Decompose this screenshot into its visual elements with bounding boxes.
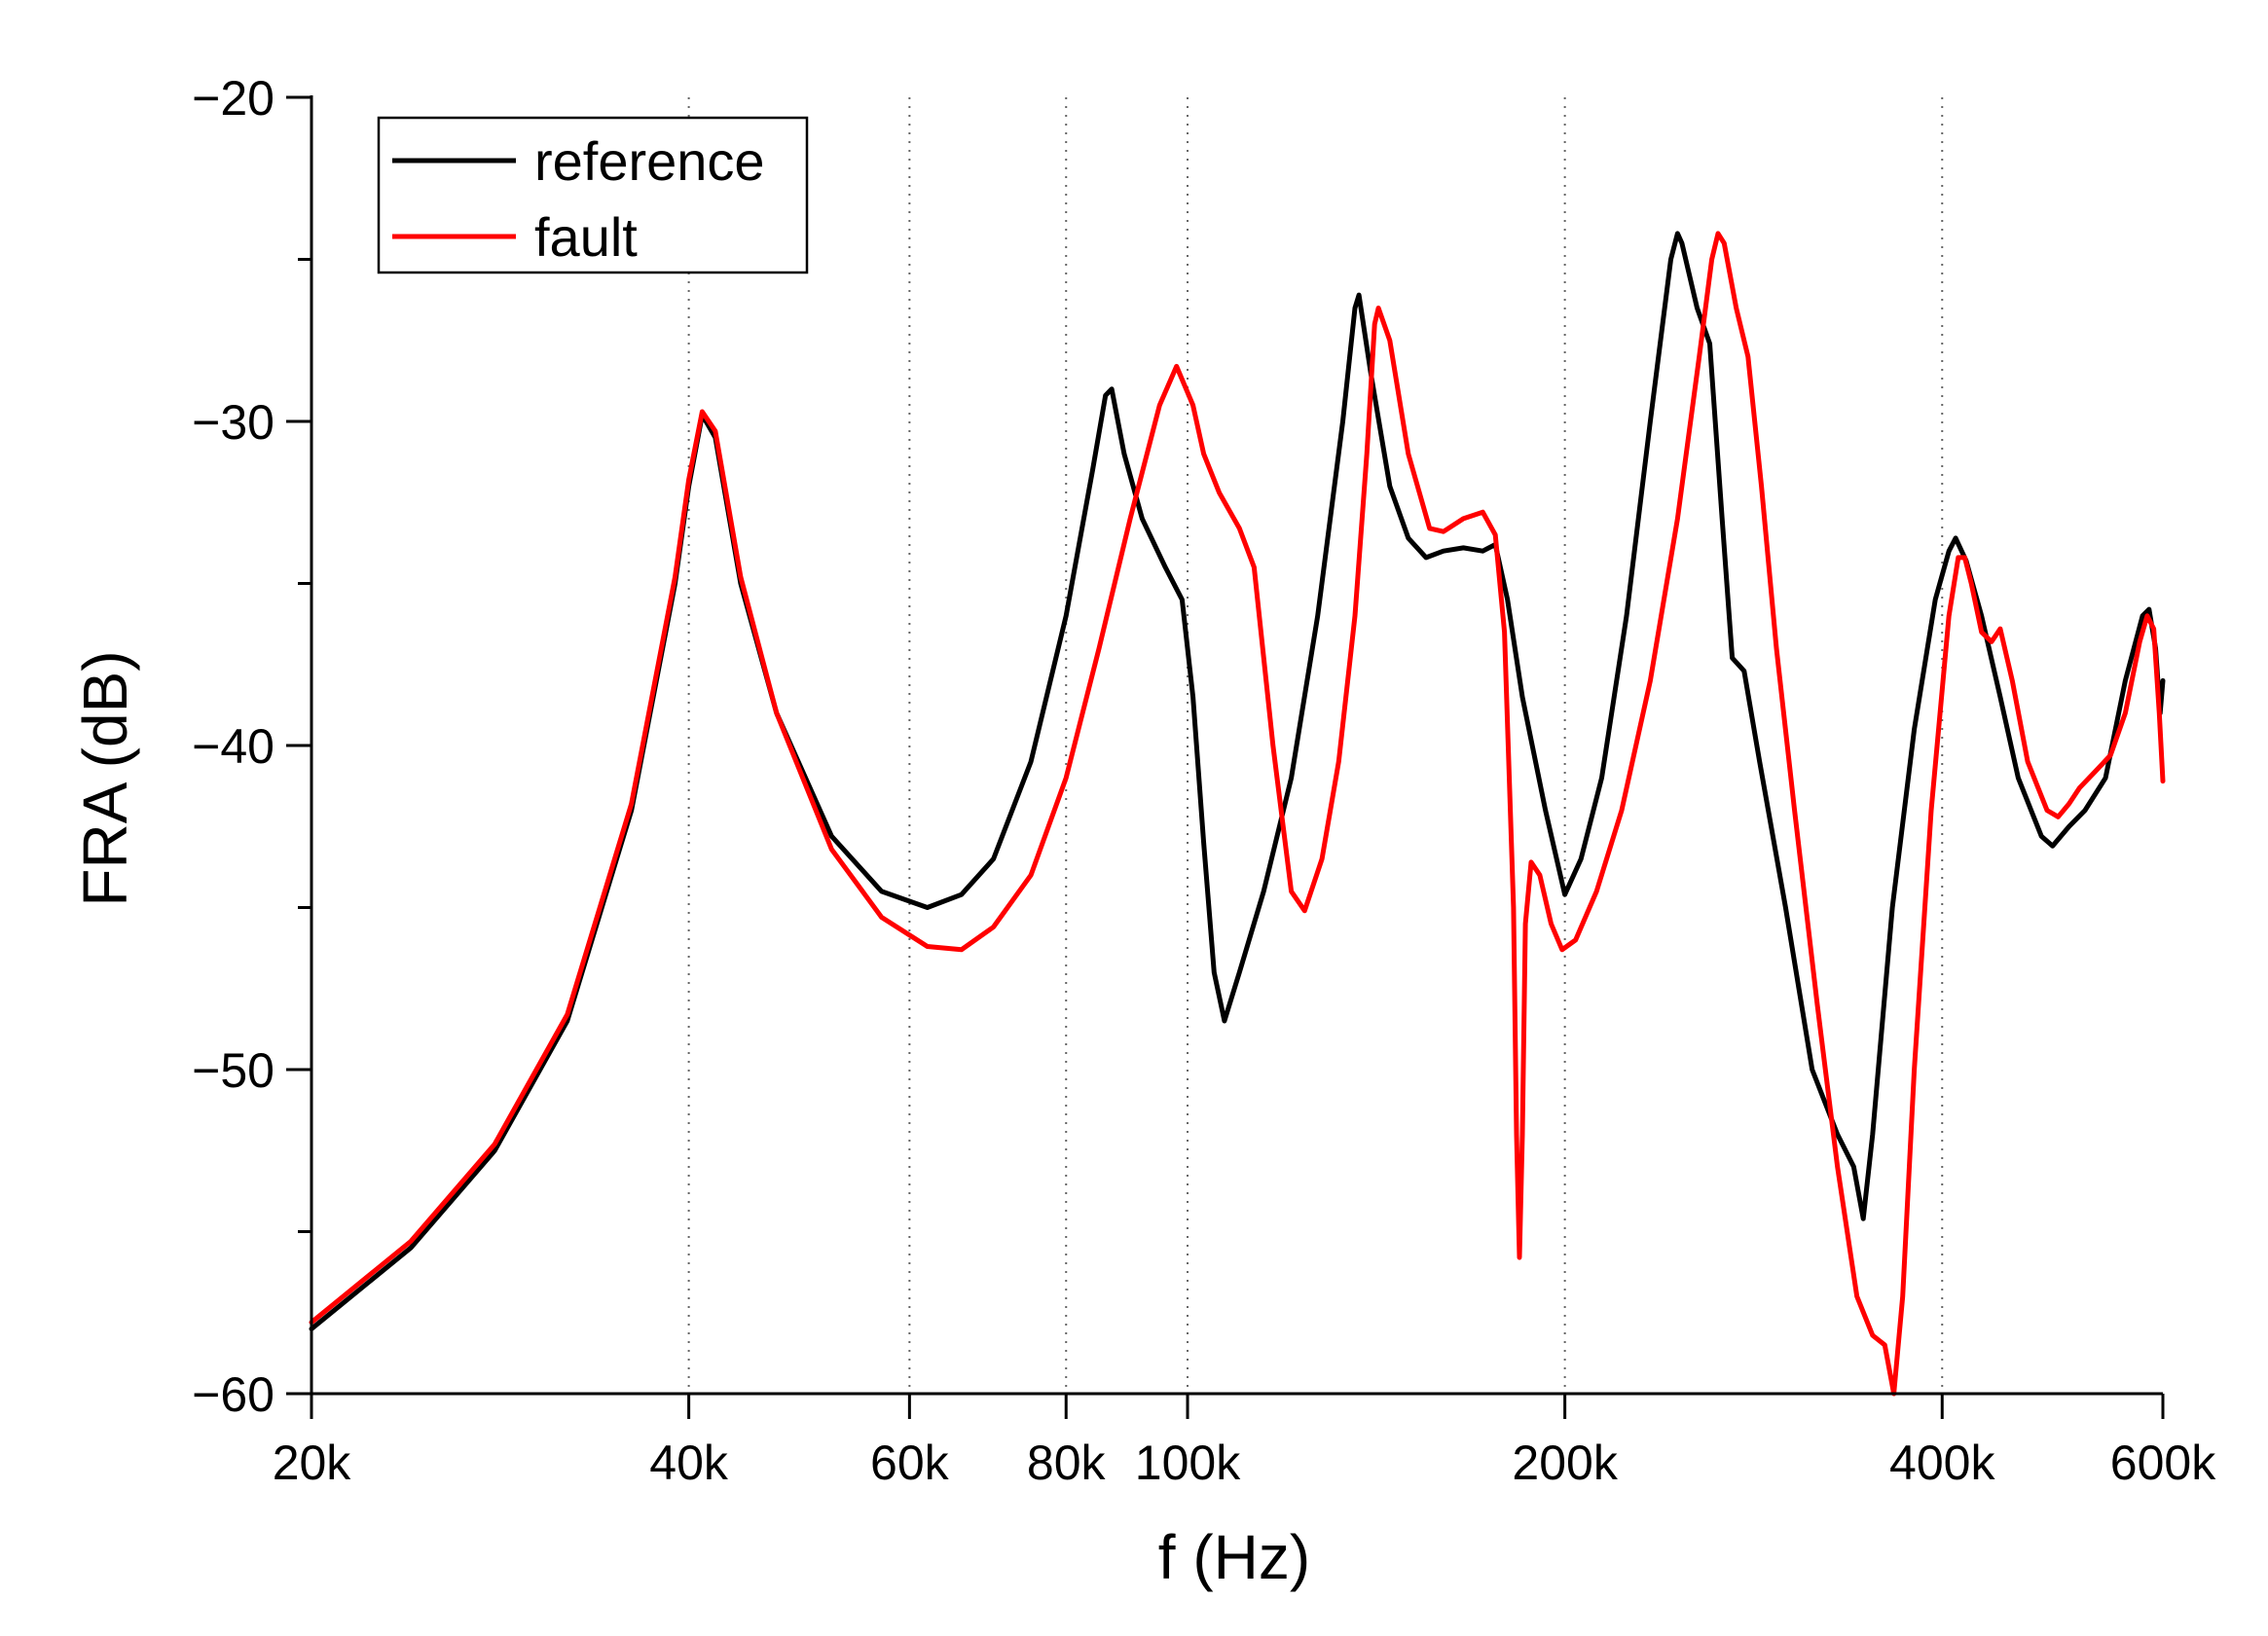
x-tick-label: 100k	[1135, 1436, 1241, 1490]
x-axis-title: f (Hz)	[1158, 1522, 1310, 1592]
x-tick-label: 600k	[2110, 1436, 2216, 1490]
axes-layer	[310, 95, 2163, 1396]
y-tick-label: −50	[192, 1043, 274, 1098]
legend-label-reference: reference	[534, 130, 765, 192]
y-tick-label: −20	[192, 71, 274, 126]
x-tick-label: 80k	[1027, 1436, 1107, 1490]
series-layer	[309, 231, 2166, 1397]
y-tick-label: −60	[192, 1367, 274, 1422]
legend: reference fault	[377, 116, 809, 274]
legend-box	[377, 116, 809, 274]
x-tick-label: 20k	[273, 1436, 352, 1490]
x-tick-label: 60k	[870, 1436, 950, 1490]
ticks-layer: −20 −30 −40 −50 −60 20k 40k 60k 80k 100k 200k 400k 6…	[192, 71, 2216, 1490]
series-line-fault	[309, 231, 2166, 1397]
y-axis-title: FRA (dB)	[70, 650, 140, 906]
series-line-reference	[309, 231, 2166, 1331]
x-tick-label: 40k	[649, 1436, 729, 1490]
x-tick-label: 200k	[1512, 1436, 1618, 1490]
legend-label-fault: fault	[534, 206, 638, 268]
y-tick-label: −30	[192, 395, 274, 450]
y-tick-label: −40	[192, 719, 274, 774]
grid-layer	[687, 97, 1944, 1394]
x-tick-label: 400k	[1889, 1436, 1995, 1490]
